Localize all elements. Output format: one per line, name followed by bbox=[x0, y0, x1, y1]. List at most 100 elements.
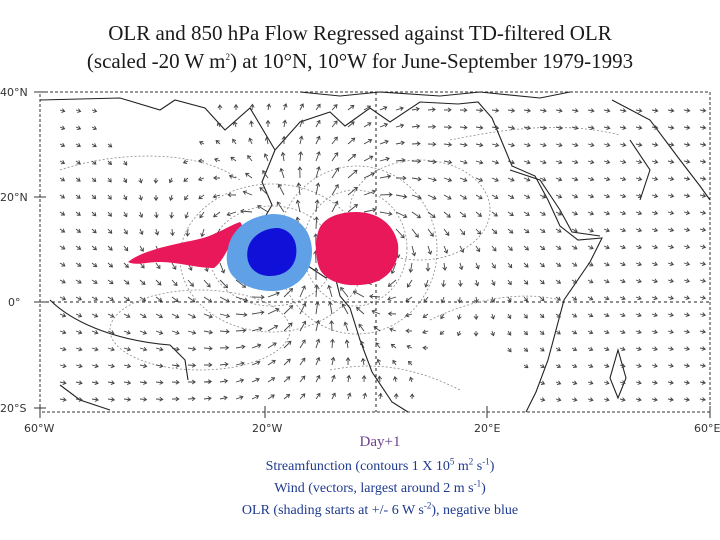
wind-vector bbox=[91, 143, 97, 148]
wind-vector bbox=[555, 380, 562, 386]
wind-vector bbox=[216, 121, 222, 128]
wind-vector bbox=[699, 125, 707, 130]
wind-vector bbox=[407, 360, 413, 366]
wind-vector bbox=[440, 313, 445, 320]
wind-vector bbox=[257, 205, 269, 213]
wind-vector bbox=[491, 211, 498, 217]
wind-vector bbox=[314, 284, 319, 298]
wind-vector bbox=[571, 125, 579, 131]
wind-vector bbox=[59, 228, 66, 233]
wind-vector bbox=[507, 177, 515, 182]
wind-vector bbox=[315, 166, 321, 179]
wind-vector bbox=[395, 211, 408, 219]
wind-vector bbox=[474, 279, 480, 287]
wind-vector bbox=[443, 194, 452, 200]
wind-vector bbox=[267, 342, 277, 349]
wind-vector bbox=[154, 211, 159, 219]
wind-vector bbox=[107, 397, 116, 402]
wind-vector bbox=[360, 340, 365, 349]
wind-vector bbox=[587, 363, 594, 369]
wind-vector bbox=[667, 329, 674, 335]
wind-vector bbox=[347, 186, 358, 196]
wind-vector bbox=[683, 210, 691, 216]
wind-vector bbox=[443, 159, 453, 165]
wind-vector bbox=[187, 279, 194, 287]
wind-vector bbox=[699, 176, 707, 181]
wind-vector bbox=[555, 125, 563, 131]
wind-vector bbox=[411, 176, 422, 182]
wind-vector bbox=[587, 142, 595, 148]
wind-vector bbox=[395, 158, 406, 163]
wind-vector bbox=[635, 278, 642, 284]
wind-vector bbox=[683, 159, 691, 164]
wind-vector bbox=[459, 159, 468, 165]
wind-vector bbox=[587, 279, 594, 284]
wind-vector bbox=[651, 312, 658, 318]
wind-vector bbox=[427, 211, 436, 219]
wind-vector bbox=[387, 296, 397, 301]
wind-vector bbox=[154, 228, 160, 236]
wind-vector bbox=[699, 159, 707, 164]
wind-vector bbox=[411, 141, 421, 147]
wind-vector bbox=[667, 125, 675, 130]
wind-vector bbox=[491, 262, 496, 269]
wind-vector bbox=[59, 313, 67, 318]
wind-vector bbox=[475, 211, 483, 217]
wind-vector bbox=[75, 211, 81, 216]
wind-vector bbox=[139, 245, 144, 252]
wind-vector bbox=[331, 167, 339, 179]
wind-vector bbox=[427, 159, 437, 165]
wind-vector bbox=[635, 159, 643, 165]
wind-vector bbox=[571, 296, 578, 301]
wind-vector bbox=[298, 151, 303, 162]
wind-vector bbox=[667, 142, 675, 147]
wind-vector bbox=[456, 330, 462, 337]
wind-vector bbox=[91, 363, 99, 369]
wind-vector bbox=[107, 330, 115, 335]
wind-vector bbox=[619, 142, 627, 148]
wind-vector bbox=[251, 377, 260, 383]
wind-vector bbox=[475, 245, 481, 253]
wind-vector bbox=[331, 152, 339, 162]
wind-vector bbox=[683, 295, 690, 301]
wind-vector bbox=[683, 312, 690, 318]
wind-vector bbox=[75, 177, 81, 182]
wind-vector bbox=[699, 227, 707, 233]
wind-vector bbox=[603, 262, 610, 267]
wind-vector bbox=[603, 142, 611, 148]
wind-vector bbox=[411, 158, 422, 164]
wind-vector bbox=[266, 103, 272, 111]
wind-vector bbox=[155, 296, 163, 302]
wind-vector bbox=[245, 172, 253, 179]
wind-vector bbox=[571, 346, 578, 352]
wind-vector bbox=[507, 142, 516, 148]
wind-vector bbox=[363, 122, 372, 128]
wind-vector bbox=[283, 340, 292, 349]
wind-vector bbox=[267, 307, 280, 315]
wind-vector bbox=[362, 392, 368, 400]
wind-vector bbox=[59, 380, 67, 386]
wind-vector bbox=[439, 330, 445, 335]
wind-vector bbox=[459, 125, 468, 130]
wind-vector bbox=[427, 141, 437, 147]
wind-vector bbox=[409, 393, 415, 400]
wind-vector bbox=[406, 344, 413, 350]
wind-vector bbox=[571, 330, 578, 335]
wind-vector bbox=[442, 262, 448, 271]
wind-vector bbox=[555, 211, 563, 216]
wind-vector bbox=[363, 138, 373, 145]
wind-vector bbox=[443, 124, 453, 130]
wind-vector bbox=[248, 137, 253, 145]
wind-vector bbox=[427, 107, 436, 112]
wind-vector bbox=[699, 363, 706, 368]
wind-vector bbox=[314, 216, 319, 230]
wind-vector bbox=[651, 346, 658, 352]
wind-vector bbox=[283, 376, 291, 383]
wind-vector bbox=[651, 159, 659, 165]
wind-vector bbox=[315, 182, 321, 196]
wind-vector bbox=[171, 296, 179, 303]
wind-vector bbox=[123, 194, 128, 201]
wind-vector bbox=[267, 324, 279, 332]
wind-vector bbox=[267, 394, 275, 400]
wind-vector bbox=[539, 347, 545, 352]
